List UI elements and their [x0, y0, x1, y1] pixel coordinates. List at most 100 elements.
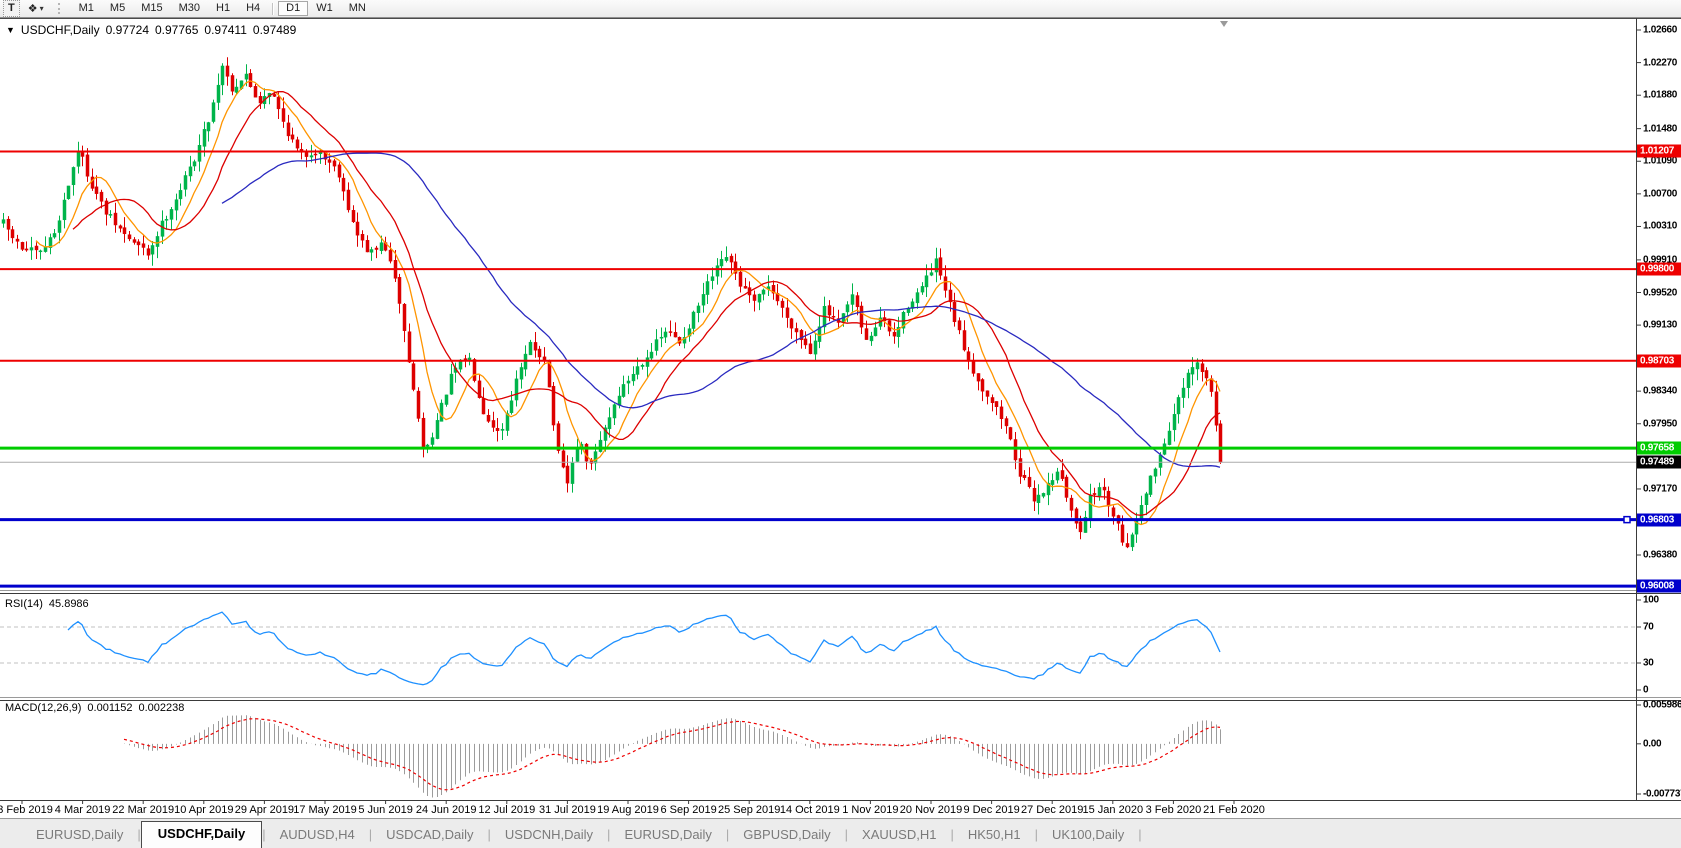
date-label: 19 Aug 2019 [597, 804, 659, 816]
rsi-label: RSI(14) 45.8986 [5, 598, 89, 610]
tab-separator: | [368, 827, 373, 842]
date-label: 22 Mar 2019 [112, 804, 175, 816]
macd-tick-label: 0.00 [1643, 738, 1662, 750]
price-tick-label: 1.02270 [1643, 57, 1678, 69]
price-tick-label: 0.99130 [1643, 319, 1678, 331]
level-price-badge: 1.01207 [1637, 144, 1681, 158]
toolbar-separator [272, 2, 275, 15]
date-label: 24 Jun 2019 [415, 804, 477, 816]
price-tick-label: 0.97170 [1643, 483, 1678, 495]
price-tick-label: 1.01090 [1643, 155, 1678, 167]
date-label: 4 Mar 2019 [54, 804, 111, 816]
arrows-tool-icon: ❖ [27, 2, 38, 15]
timeframe-button-h1[interactable]: H1 [216, 2, 231, 14]
timeframe-button-m15[interactable]: M15 [141, 2, 163, 14]
tab-usdcad-daily[interactable]: USDCAD,Daily [386, 827, 474, 842]
tab-hk50-h1[interactable]: HK50,H1 [967, 827, 1021, 842]
tab-eurusd-daily[interactable]: EURUSD,Daily [624, 827, 712, 842]
ohlc-close: 0.97489 [252, 23, 297, 37]
date-label: 21 Feb 2020 [1203, 804, 1265, 816]
arrows-tool-button[interactable]: ❖ ▾ [24, 1, 48, 16]
price-tick-label: 1.00700 [1643, 188, 1678, 200]
tab-separator: | [262, 827, 266, 842]
date-label: 12 Jul 2019 [478, 804, 536, 816]
ohlc-low: 0.97411 [204, 23, 247, 37]
tab-gbpusd-daily[interactable]: GBPUSD,Daily [743, 827, 831, 842]
candlestick-chart[interactable] [0, 18, 1681, 818]
tab-separator: | [725, 827, 730, 842]
tab-eurusd-daily[interactable]: EURUSD,Daily [36, 827, 124, 842]
date-label: 31 Jul 2019 [538, 804, 596, 816]
price-tick-label: 0.98340 [1643, 385, 1678, 397]
date-label: 25 Sep 2019 [717, 804, 781, 816]
tab-separator: | [607, 827, 611, 842]
collapse-triangle-icon[interactable]: ▼ [6, 25, 15, 35]
rsi-tick-label: 0 [1643, 684, 1649, 696]
rsi-tick-label: 30 [1643, 657, 1654, 669]
toolbar: T ❖ ▾ M1 M5 M15 M30 H1 H4 D1 W1 MN [0, 0, 1681, 18]
price-tick-label: 0.99910 [1643, 254, 1678, 266]
level-price-badge: 0.98703 [1637, 354, 1681, 368]
timeframe-button-w1[interactable]: W1 [316, 2, 333, 14]
rsi-tick-label: 70 [1643, 621, 1654, 633]
macd-tick-label: 0.005986 [1643, 699, 1681, 711]
date-label: 27 Dec 2019 [1020, 804, 1084, 816]
tab-usdchf-daily[interactable]: USDCHF,Daily [140, 821, 263, 848]
timeframe-button-d1[interactable]: D1 [278, 1, 309, 16]
tab-separator: | [1034, 827, 1038, 842]
chart-window: ▼ USDCHF,Daily 0.97724 0.97765 0.97411 0… [0, 18, 1681, 818]
macd-name: MACD(12,26,9) [5, 702, 82, 714]
tab-usdcnh-daily[interactable]: USDCNH,Daily [504, 827, 594, 842]
tab-audusd-h4[interactable]: AUDUSD,H4 [279, 827, 355, 842]
tab-separator: | [1138, 827, 1142, 842]
macd-tick-label: -0.007737 [1643, 788, 1681, 800]
date-label: 15 Jan 2020 [1082, 804, 1144, 816]
timeframe-button-h4[interactable]: H4 [246, 2, 261, 14]
price-tick-label: 1.01880 [1643, 89, 1678, 101]
price-tick-label: 1.01480 [1643, 123, 1678, 135]
tab-xauusd-h1[interactable]: XAUUSD,H1 [862, 827, 937, 842]
date-label: 5 Jun 2019 [358, 804, 413, 816]
level-price-badge: 0.96008 [1637, 579, 1681, 593]
date-label: 20 Nov 2019 [899, 804, 963, 816]
price-tick-label: 1.02660 [1643, 24, 1678, 36]
date-label: 14 Oct 2019 [779, 804, 840, 816]
date-label: 13 Feb 2019 [0, 804, 53, 816]
date-label: 10 Apr 2019 [174, 804, 234, 816]
timeframe-button-m30[interactable]: M30 [178, 2, 200, 14]
date-label: 29 Apr 2019 [234, 804, 295, 816]
level-price-badge: 0.97658 [1637, 441, 1681, 455]
toolbar-grip[interactable] [57, 3, 63, 14]
level-price-badge: 0.96803 [1637, 513, 1681, 527]
tab-uk100-daily[interactable]: UK100,Daily [1052, 827, 1125, 842]
chart-tab-bar: EURUSD,Daily | USDCHF,Daily | AUDUSD,H4 | USDC… [0, 818, 1681, 848]
timeframe-toolbar: M1 M5 M15 M30 H1 H4 D1 W1 MN [71, 1, 374, 16]
chevron-down-icon: ▾ [39, 3, 44, 13]
price-tick-label: 1.00310 [1643, 220, 1678, 232]
current-price-badge: 0.97489 [1637, 455, 1681, 469]
rsi-value: 45.8986 [48, 598, 89, 610]
price-tick-label: 0.96380 [1643, 549, 1678, 561]
chart-title: ▼ USDCHF,Daily 0.97724 0.97765 0.97411 0… [6, 23, 296, 37]
tab-separator: | [487, 827, 491, 842]
ohlc-open: 0.97724 [105, 23, 149, 37]
rsi-tick-label: 100 [1643, 594, 1659, 606]
macd-value: 0.001152 [87, 702, 133, 714]
tab-separator: | [950, 827, 954, 842]
rsi-name: RSI(14) [5, 598, 43, 610]
timeframe-button-m5[interactable]: M5 [109, 2, 126, 14]
date-label: 1 Nov 2019 [842, 804, 899, 816]
text-tool-button[interactable]: T [3, 0, 20, 17]
level-price-badge: 0.99800 [1637, 262, 1681, 276]
macd-signal-value: 0.002238 [138, 702, 185, 714]
timeframe-button-mn[interactable]: MN [348, 2, 366, 14]
timeframe-button-m1[interactable]: M1 [78, 2, 94, 14]
price-tick-label: 0.99520 [1643, 287, 1678, 298]
date-label: 9 Dec 2019 [963, 804, 1020, 816]
date-label: 17 May 2019 [293, 804, 357, 816]
tab-separator: | [844, 827, 849, 842]
ohlc-high: 0.97765 [155, 23, 199, 37]
price-tick-label: 0.97950 [1643, 418, 1678, 430]
macd-label: MACD(12,26,9) 0.001152 0.002238 [5, 702, 184, 714]
date-label: 3 Feb 2020 [1145, 804, 1202, 816]
